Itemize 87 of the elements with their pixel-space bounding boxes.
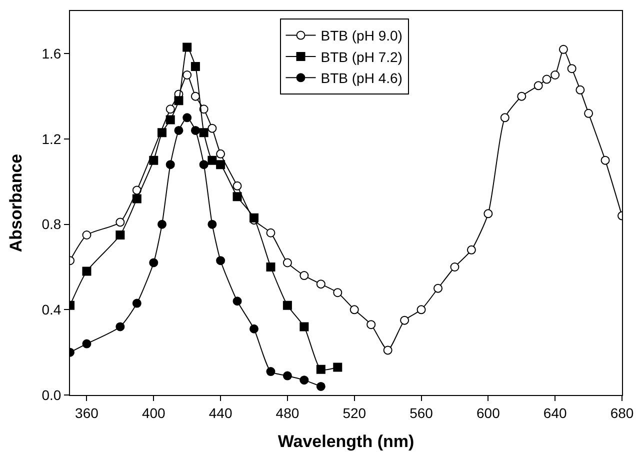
x-tick-label: 560	[410, 404, 434, 421]
point	[166, 104, 175, 114]
point	[166, 160, 175, 170]
y-axis-title: Absorbance	[6, 154, 26, 252]
point	[208, 156, 217, 165]
point	[149, 258, 158, 268]
point	[466, 245, 476, 254]
point	[199, 160, 208, 170]
point	[450, 262, 460, 272]
point	[576, 85, 585, 94]
point	[383, 346, 392, 355]
point	[182, 42, 192, 52]
point	[266, 367, 276, 376]
x-axis-title: Wavelength (nm)	[278, 432, 414, 452]
legend-label: BTB (pH 4.6)	[320, 70, 402, 86]
point	[567, 64, 576, 74]
legend-label: BTB (pH 7.2)	[320, 48, 402, 65]
point	[282, 300, 292, 310]
point	[434, 284, 442, 293]
point	[182, 113, 192, 122]
point	[232, 296, 242, 306]
point	[232, 192, 242, 202]
point	[542, 74, 552, 84]
x-tick-label: 400	[142, 404, 166, 421]
point	[534, 81, 543, 90]
y-tick-label: 0.0	[42, 386, 62, 403]
point	[182, 70, 192, 80]
point	[282, 258, 292, 268]
point	[282, 371, 292, 380]
point	[558, 44, 568, 54]
point	[250, 324, 258, 334]
point	[208, 220, 217, 229]
point	[316, 280, 326, 289]
y-tick-label: 1.2	[42, 130, 62, 147]
legend-label: BTB (pH 9.0)	[320, 28, 402, 44]
point	[500, 113, 510, 122]
point	[82, 266, 92, 276]
point	[266, 262, 276, 272]
point	[333, 362, 342, 372]
x-tick-label: 640	[543, 404, 567, 421]
point	[116, 230, 125, 240]
point	[300, 376, 309, 385]
point	[400, 316, 410, 325]
point	[116, 218, 125, 227]
point	[158, 128, 166, 138]
point	[300, 271, 309, 280]
point	[266, 228, 276, 238]
point	[517, 92, 526, 101]
x-tick-label: 600	[476, 404, 500, 421]
point	[166, 115, 175, 124]
point	[132, 298, 142, 308]
x-tick-label: 520	[342, 404, 366, 421]
x-tick-label: 480	[276, 404, 300, 421]
point	[232, 181, 242, 190]
x-tick-label: 360	[75, 404, 99, 421]
point	[199, 128, 208, 138]
point	[216, 160, 226, 170]
point	[174, 126, 184, 135]
point	[416, 305, 426, 314]
point	[190, 126, 200, 135]
point	[190, 92, 200, 101]
point	[350, 305, 359, 314]
y-tick-label: 0.4	[42, 302, 62, 318]
point	[216, 256, 226, 266]
point	[584, 108, 594, 118]
point	[158, 220, 166, 229]
point	[216, 149, 226, 158]
point	[316, 382, 326, 391]
point	[366, 320, 376, 330]
point	[82, 230, 92, 240]
point	[300, 322, 309, 332]
point	[550, 70, 560, 80]
point	[208, 124, 217, 133]
x-tick-label: 680	[610, 404, 634, 421]
point	[190, 62, 200, 71]
x-tick-label: 440	[208, 404, 232, 421]
y-tick-label: 0.8	[42, 216, 62, 232]
point	[600, 156, 610, 165]
point	[333, 288, 342, 298]
point	[116, 322, 125, 332]
y-tick-label: 1.6	[42, 46, 62, 62]
point	[316, 364, 326, 374]
point	[149, 156, 158, 165]
point	[132, 194, 142, 204]
point	[82, 339, 92, 348]
point	[484, 209, 493, 218]
point	[174, 96, 184, 106]
